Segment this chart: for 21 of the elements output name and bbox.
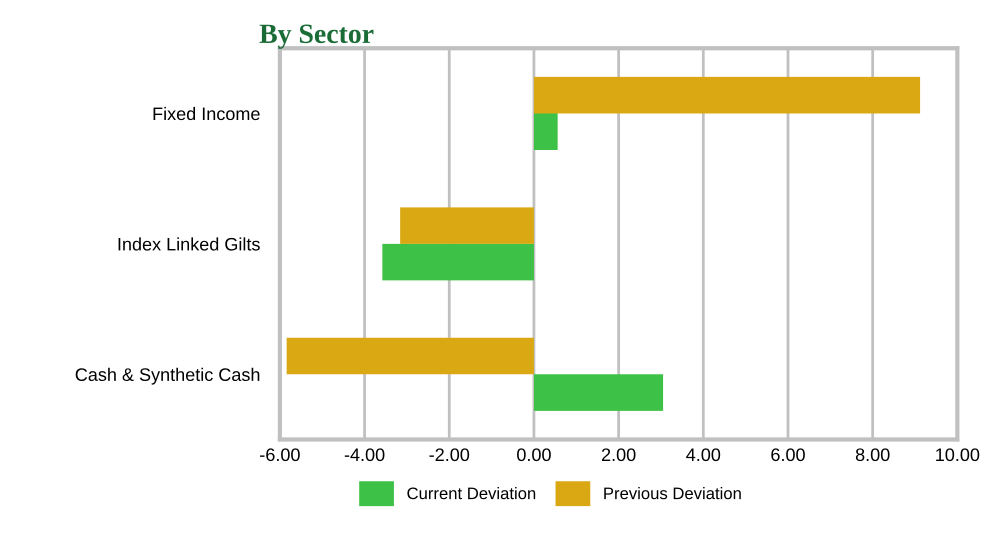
x-tick-label: 8.00 — [856, 448, 890, 462]
x-tick-label: -6.00 — [260, 448, 300, 462]
x-tick-label: -4.00 — [344, 448, 384, 462]
x-tick-label: -2.00 — [429, 448, 470, 462]
x-tick-label: 10.00 — [936, 448, 980, 462]
x-tick-label: 6.00 — [771, 448, 805, 462]
y-tick-label: Cash & Synthetic Cash — [76, 368, 260, 385]
x-tick-label: 4.00 — [686, 448, 720, 462]
bar — [286, 338, 534, 374]
x-tick-label: 2.00 — [602, 448, 636, 462]
bar — [382, 244, 534, 280]
bar — [400, 207, 534, 244]
y-tick-label: Index Linked Gilts — [118, 237, 260, 251]
bar — [534, 374, 664, 411]
x-tick-label: 0.00 — [517, 448, 551, 462]
legend-label: Previous Deviation — [604, 487, 741, 500]
y-tick-label: Fixed Income — [154, 106, 260, 120]
bar — [534, 113, 558, 150]
bar — [534, 76, 920, 114]
chart-title: By Sector — [260, 24, 374, 49]
legend-label: Current Deviation — [407, 487, 536, 500]
